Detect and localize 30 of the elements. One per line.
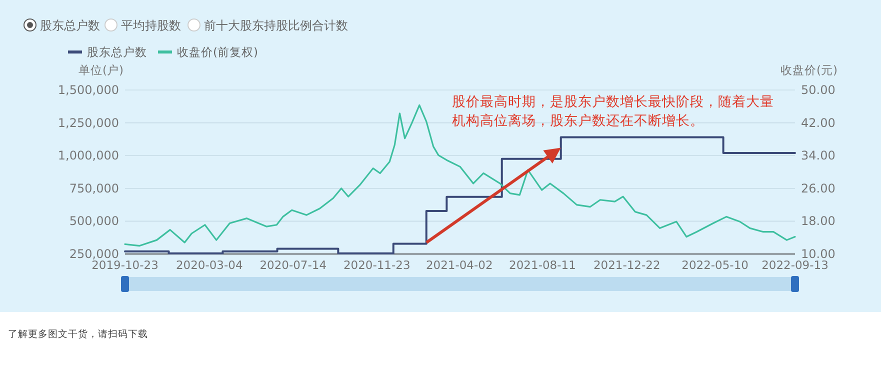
y-tick-label: 250,000 <box>69 247 119 261</box>
annotation: 股价最高时期，是股东户数增长最快阶段，随着大量机构高位离场，股东户数还在不断增长。 <box>452 94 774 129</box>
y-tick-label: 750,000 <box>69 181 119 196</box>
legend-label: 股东总户数 <box>87 45 147 59</box>
y-tick-label: 1,000,000 <box>58 148 119 163</box>
x-tick-label: 2019-10-23 <box>92 258 158 272</box>
legend-label: 收盘价(前复权) <box>177 45 258 59</box>
y-tick-label: 500,000 <box>69 214 119 228</box>
y2-tick-label: 42.00 <box>801 116 836 130</box>
y2-tick-label: 10.00 <box>801 247 836 261</box>
radio-button[interactable]: 前十大股东持股比例合计数 <box>188 18 348 32</box>
radio-button[interactable]: 平均持股数 <box>104 18 181 32</box>
y2-tick-label: 18.00 <box>801 214 836 228</box>
x-tick-label: 2022-05-10 <box>682 258 748 272</box>
text: 了解更多图文干货，请扫码下载 <box>8 328 148 340</box>
y2-tick-label: 50.00 <box>801 83 836 97</box>
y2-axis-title: 收盘价(元) <box>780 63 838 77</box>
x-tick-label: 2021-12-22 <box>593 258 660 272</box>
y-tick-label: 1,250,000 <box>58 116 119 130</box>
radio-selected[interactable]: 股东总户数 <box>24 18 100 32</box>
y-axis-title: 单位(户) <box>78 63 124 77</box>
y-tick-label: 1,500,000 <box>58 83 119 97</box>
x-tick-label: 2020-11-23 <box>343 258 410 272</box>
y2-tick-label: 34.00 <box>801 148 836 163</box>
y2-tick-label: 26.00 <box>801 181 836 196</box>
x-tick-label: 2020-07-14 <box>260 258 327 272</box>
x-tick-label: 2020-03-04 <box>176 258 243 272</box>
x-tick-label: 2022-09-13 <box>762 258 828 272</box>
x-tick-label: 2021-08-11 <box>509 258 576 272</box>
x-tick-label: 2021-04-02 <box>426 258 493 272</box>
